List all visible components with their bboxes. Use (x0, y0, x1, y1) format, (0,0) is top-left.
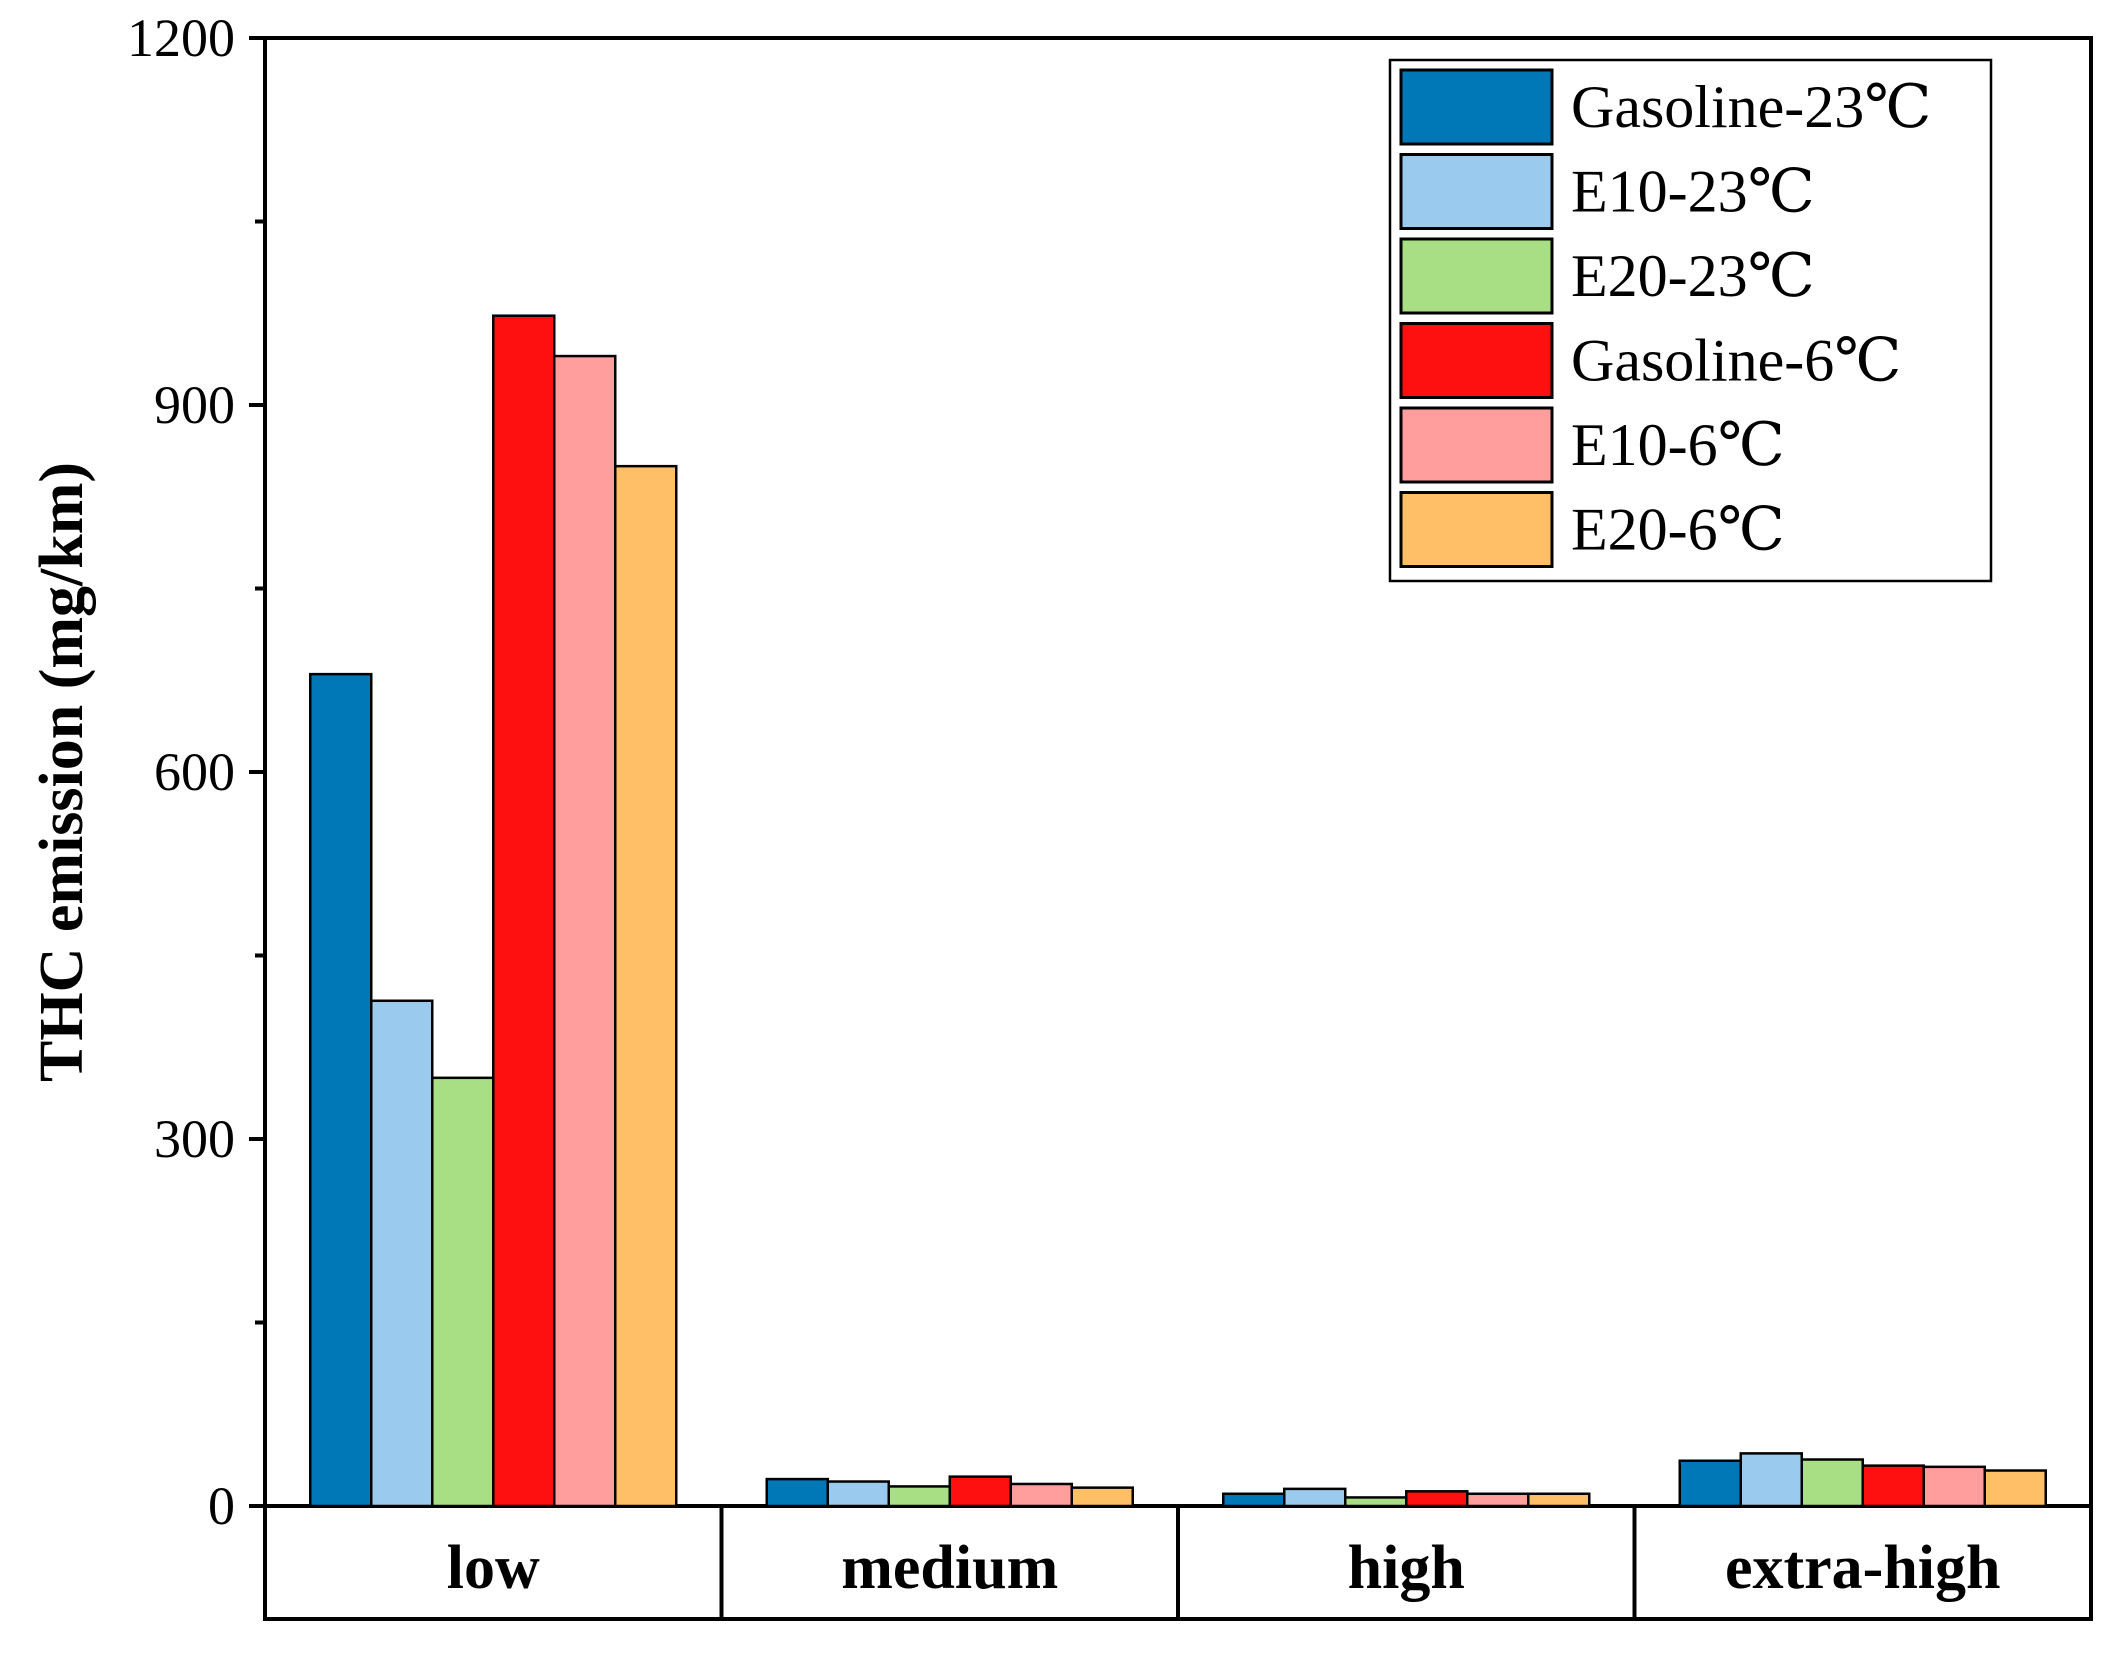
bar-high-Gasoline-6℃ (1405, 1490, 1469, 1508)
legend-swatch (1399, 406, 1554, 484)
x-tick-label-high: high (1348, 1534, 1465, 1602)
legend-label: E10-6℃ (1571, 412, 1785, 478)
legend-swatch (1399, 322, 1554, 399)
bar-extra-high-E10-23℃ (1739, 1452, 1803, 1508)
x-tick-label-medium: medium (841, 1534, 1058, 1602)
bar-extra-high-Gasoline-6℃ (1861, 1464, 1925, 1508)
bar-low-E10-6℃ (553, 354, 617, 1508)
x-tick-label-extra-high: extra-high (1725, 1534, 2001, 1602)
bar-medium-E20-6℃ (1070, 1486, 1134, 1508)
x-tick-label-low: low (447, 1534, 540, 1602)
legend-label: Gasoline-6℃ (1571, 328, 1901, 394)
bar-low-Gasoline-6℃ (492, 314, 556, 1508)
legend-swatch (1399, 153, 1554, 230)
y-tick-label: 600 (154, 742, 235, 802)
bar-medium-E20-23℃ (887, 1485, 951, 1508)
bar-low-Gasoline-23℃ (309, 672, 373, 1508)
axes: low medium high extra-high 0 300 600 900 1200 (127, 8, 2093, 1621)
bar-low-E20-23℃ (431, 1076, 495, 1508)
y-tick-label: 0 (208, 1476, 235, 1536)
bar-low-E10-23℃ (370, 999, 434, 1508)
legend-swatch (1399, 68, 1554, 146)
bar-extra-high-E10-6℃ (1922, 1465, 1986, 1508)
legend-label: E20-23℃ (1571, 243, 1815, 309)
bar-high-E20-6℃ (1527, 1492, 1591, 1508)
bar-medium-Gasoline-6℃ (948, 1475, 1012, 1508)
bar-high-Gasoline-23℃ (1222, 1492, 1286, 1508)
bar-medium-Gasoline-23℃ (765, 1477, 829, 1508)
bar-extra-high-E20-23℃ (1800, 1458, 1864, 1508)
bar-low-E20-6℃ (614, 464, 678, 1508)
legend-swatch (1399, 491, 1554, 568)
legend-label: Gasoline-23℃ (1571, 74, 1931, 140)
bar-high-E10-6℃ (1466, 1492, 1530, 1508)
y-tick-label: 900 (154, 375, 235, 435)
legend-swatch (1399, 237, 1554, 315)
bar-high-E10-23℃ (1283, 1487, 1347, 1508)
bar-extra-high-Gasoline-23℃ (1678, 1459, 1742, 1508)
bar-high-E20-23℃ (1344, 1496, 1408, 1508)
bar-medium-E10-6℃ (1009, 1482, 1073, 1508)
bar-extra-high-E20-6℃ (1983, 1469, 2047, 1508)
y-tick-label: 300 (154, 1109, 235, 1169)
y-axis-title: THC emission (mg/km) (28, 462, 96, 1082)
legend-label: E20-6℃ (1571, 497, 1785, 563)
bars (309, 314, 2047, 1508)
legend-label: E10-23℃ (1571, 159, 1815, 225)
bar-medium-E10-23℃ (826, 1480, 890, 1508)
legend: Gasoline-23℃ E10-23℃ E20-23℃ Gasoline-6℃ E10… (1388, 58, 1993, 583)
y-tick-label: 1200 (127, 8, 235, 68)
